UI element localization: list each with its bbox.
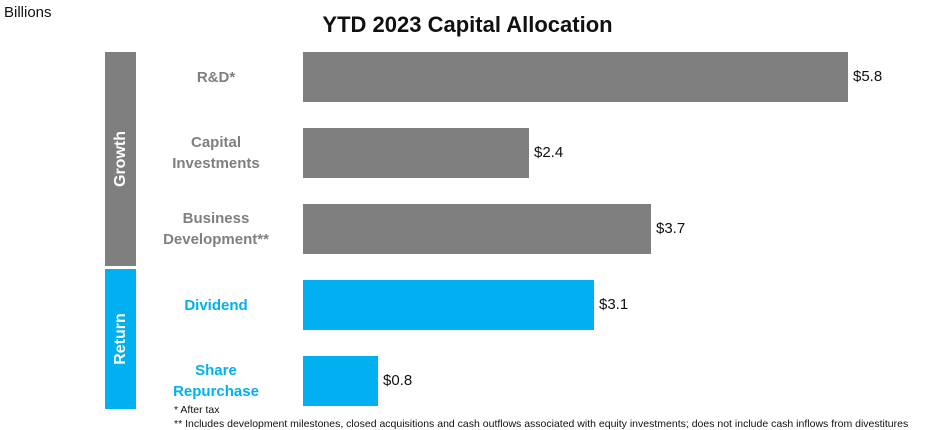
- bar-capital-investments: [303, 128, 529, 178]
- value-label-dividend: $3.1: [599, 296, 629, 313]
- bar-share-repurchase: [303, 356, 378, 406]
- group-label-growth: Growth: [111, 131, 129, 187]
- bar-r-d: [303, 52, 848, 102]
- group-band-growth: Growth: [105, 52, 136, 266]
- category-label-business-development: Business Development**: [163, 210, 269, 248]
- footnote-business-development: ** Includes development milestones, clos…: [174, 418, 909, 430]
- group-label-return: Return: [111, 313, 129, 365]
- category-label-share-repurchase: Share Repurchase: [173, 362, 259, 400]
- bar-dividend: [303, 280, 594, 330]
- category-label-dividend: Dividend: [184, 296, 248, 314]
- group-band-return: Return: [105, 269, 136, 409]
- category-label-r-d: R&D*: [196, 68, 236, 86]
- value-label-business-development: $3.7: [656, 220, 686, 237]
- bar-business-development: [303, 204, 651, 254]
- value-label-r-d: $5.8: [853, 68, 883, 85]
- value-label-capital-investments: $2.4: [534, 144, 564, 161]
- chart-title: YTD 2023 Capital Allocation: [322, 12, 613, 37]
- category-label-capital-investments: Capital Investments: [172, 134, 260, 172]
- unit-label: Billions: [4, 4, 52, 21]
- footnote-after-tax: * After tax: [174, 404, 220, 416]
- value-label-share-repurchase: $0.8: [383, 372, 413, 389]
